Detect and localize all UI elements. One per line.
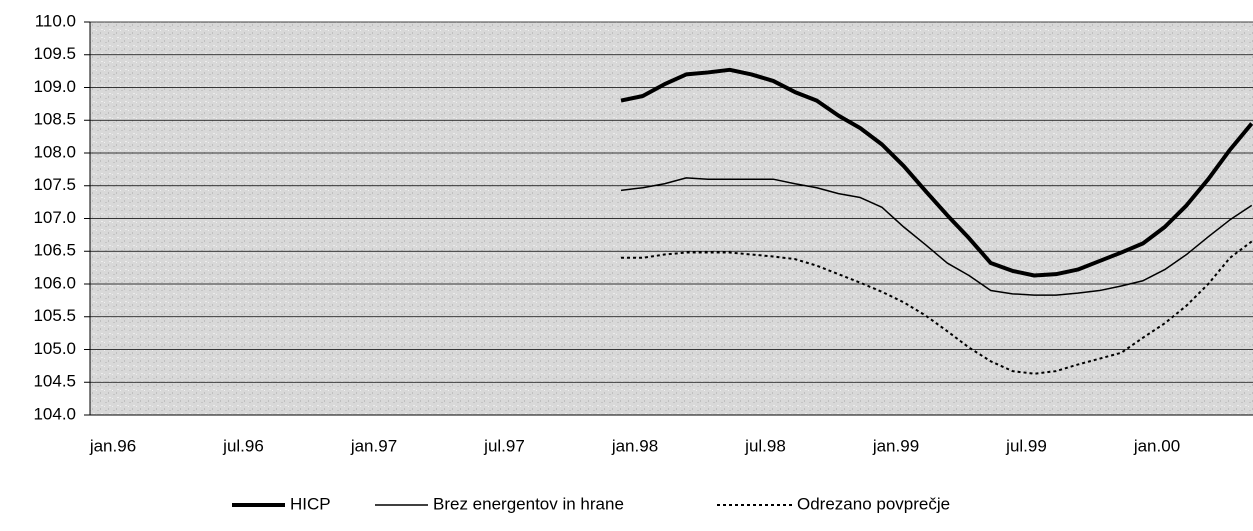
- x-tick-label: jul.99: [1005, 436, 1047, 455]
- x-tick-label: jan.99: [872, 436, 919, 455]
- y-tick-label: 109.0: [33, 77, 76, 96]
- y-tick-label: 106.5: [33, 241, 76, 260]
- y-tick-label: 105.5: [33, 306, 76, 325]
- series-line: [620, 67, 1253, 278]
- series-line: [620, 177, 1253, 296]
- y-tick-label: 106.0: [33, 273, 76, 292]
- y-tick-label: 107.5: [33, 175, 76, 194]
- x-tick-label: jul.97: [483, 436, 525, 455]
- series-line: [621, 240, 1253, 375]
- x-tick-label: jul.98: [744, 436, 786, 455]
- y-tick-label: 110.0: [35, 11, 76, 30]
- y-tick-label: 104.5: [33, 372, 76, 391]
- legend-label: Brez energentov in hrane: [433, 494, 624, 513]
- legend-label: HICP: [290, 494, 331, 513]
- x-tick-label: jan.00: [1133, 436, 1180, 455]
- y-tick-label: 104.0: [33, 404, 76, 423]
- y-tick-label: 108.5: [33, 110, 76, 129]
- x-tick-label: jul.96: [222, 436, 264, 455]
- legend-label: Odrezano povprečje: [797, 494, 950, 513]
- y-tick-label: 105.0: [33, 339, 76, 358]
- x-tick-label: jan.97: [350, 436, 397, 455]
- y-tick-label: 107.0: [33, 208, 76, 227]
- x-tick-label: jan.98: [611, 436, 658, 455]
- y-tick-label: 108.0: [33, 142, 76, 161]
- x-tick-label: jan.96: [89, 436, 136, 455]
- y-tick-label: 109.5: [33, 44, 76, 63]
